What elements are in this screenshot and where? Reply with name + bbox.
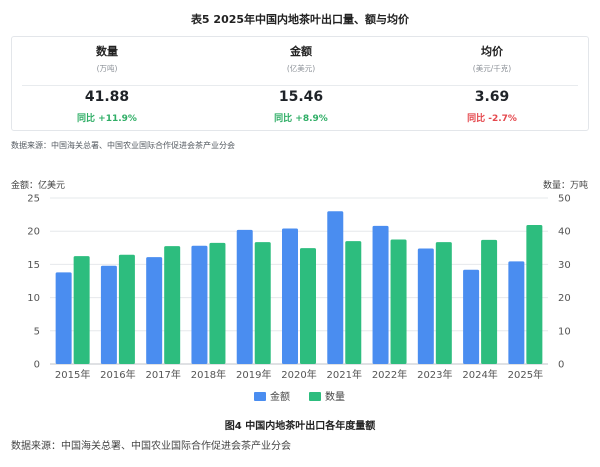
bar-amount — [463, 269, 480, 364]
stat-yoy: 同比 +11.9% — [77, 114, 137, 124]
y-tick-left: 15 — [27, 260, 40, 271]
bar-chart: 0 5 10 15 20 25 0 10 20 30 40 50 2015年 2016年 2017年 2018… — [27, 194, 571, 404]
legend-swatch-quantity — [309, 392, 321, 401]
y-tick-right: 40 — [558, 227, 571, 238]
y-tick-left: 0 — [34, 360, 40, 371]
bar-quantity — [390, 239, 407, 364]
stats-card: 数量 (万吨) 41.88 同比 +11.9% 金额 (亿美元) 15.46 同… — [11, 36, 589, 131]
bar-amount — [327, 211, 344, 364]
bar-quantity — [300, 248, 316, 364]
legend-label-quantity: 数量 — [325, 390, 345, 403]
x-tick: 2015年 — [55, 368, 90, 381]
y-tick-right: 10 — [558, 326, 571, 337]
bar-quantity — [164, 246, 181, 364]
stat-yoy: 同比 -2.7% — [467, 114, 517, 124]
bar-quantity — [73, 256, 90, 364]
x-tick: 2021年 — [327, 368, 362, 381]
x-tick: 2017年 — [145, 368, 180, 381]
x-tick: 2020年 — [281, 368, 316, 381]
stat-unit: (万吨) — [96, 64, 118, 73]
table-title: 表5 2025年中国内地茶叶出口量、额与均价 — [190, 13, 410, 26]
x-tick: 2023年 — [417, 368, 452, 381]
stats-divider — [22, 85, 578, 86]
table-source: 数据来源：中国海关总署、中国农业国际合作促进会茶产业分会 — [11, 141, 235, 150]
y-tick-right: 50 — [558, 194, 571, 205]
y-axis-left-title: 金额：亿美元 — [11, 181, 66, 191]
bar-quantity — [435, 242, 452, 364]
figure-title: 图4 中国内地茶叶出口各年度量额 — [224, 421, 376, 432]
stat-value: 15.46 — [278, 89, 324, 105]
stat-label: 金额 — [290, 45, 312, 58]
figure-source: 数据来源：中国海关总署、中国农业国际合作促进会茶产业分会 — [11, 441, 291, 452]
legend-swatch-amount — [254, 392, 266, 401]
stat-yoy: 同比 +8.9% — [274, 114, 328, 124]
bar-amount — [55, 272, 72, 364]
x-tick: 2019年 — [236, 368, 271, 381]
y-tick-left: 20 — [27, 227, 40, 238]
bar-amount — [282, 228, 298, 364]
bar-amount — [417, 248, 434, 364]
y-tick-right: 0 — [558, 360, 564, 371]
x-tick: 2025年 — [508, 368, 543, 381]
bar-amount — [372, 225, 389, 364]
bar-quantity — [345, 241, 362, 364]
x-tick: 2018年 — [191, 368, 226, 381]
y-tick-left: 10 — [27, 293, 40, 304]
bar-amount — [508, 261, 525, 364]
bar-amount — [100, 265, 117, 364]
stat-value: 3.69 — [474, 89, 510, 105]
x-tick: 2016年 — [100, 368, 135, 381]
bar-amount — [236, 229, 253, 364]
bar-quantity — [254, 242, 271, 364]
x-tick: 2022年 — [372, 368, 407, 381]
y-tick-left: 25 — [27, 194, 40, 205]
legend-label-amount: 金额 — [270, 390, 290, 403]
bar-quantity — [526, 224, 543, 364]
stat-label: 均价 — [481, 45, 503, 58]
bar-amount — [146, 257, 163, 364]
y-tick-left: 5 — [34, 326, 40, 337]
stat-unit: (美元/千克) — [472, 64, 512, 73]
y-axis-right-title: 数量：万吨 — [542, 181, 588, 191]
stat-value: 41.88 — [84, 89, 130, 105]
y-tick-right: 30 — [558, 260, 571, 271]
stat-label: 数量 — [96, 45, 118, 58]
x-tick: 2024年 — [462, 368, 497, 381]
bar-quantity — [118, 254, 135, 364]
bar-quantity — [481, 239, 498, 364]
stat-unit: (亿美元) — [286, 64, 316, 73]
y-tick-right: 20 — [558, 293, 571, 304]
bar-amount — [191, 245, 208, 364]
bar-quantity — [209, 242, 226, 364]
